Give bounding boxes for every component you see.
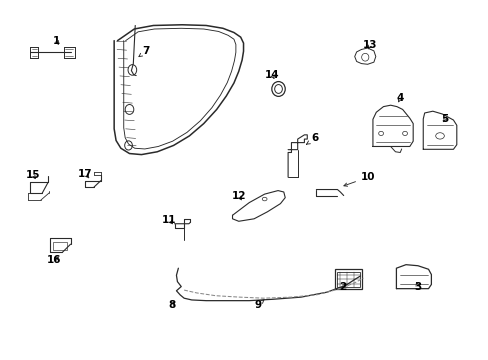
Text: 4: 4 — [396, 93, 403, 103]
Text: 7: 7 — [139, 46, 150, 57]
Text: 2: 2 — [339, 282, 346, 292]
Text: 11: 11 — [161, 215, 176, 225]
Text: 15: 15 — [25, 170, 40, 180]
Text: 12: 12 — [231, 191, 245, 201]
Text: 6: 6 — [306, 133, 318, 144]
Bar — [53, 242, 66, 250]
Text: 9: 9 — [254, 300, 264, 310]
Bar — [334, 269, 362, 289]
Text: 13: 13 — [362, 40, 377, 50]
Text: 16: 16 — [46, 256, 61, 265]
Text: 5: 5 — [440, 114, 447, 124]
Text: 10: 10 — [343, 172, 375, 186]
Text: 1: 1 — [53, 36, 60, 46]
Text: 17: 17 — [78, 168, 93, 179]
Text: 3: 3 — [413, 282, 421, 292]
Bar — [337, 272, 359, 287]
Text: 14: 14 — [264, 70, 279, 80]
Text: 8: 8 — [168, 300, 175, 310]
